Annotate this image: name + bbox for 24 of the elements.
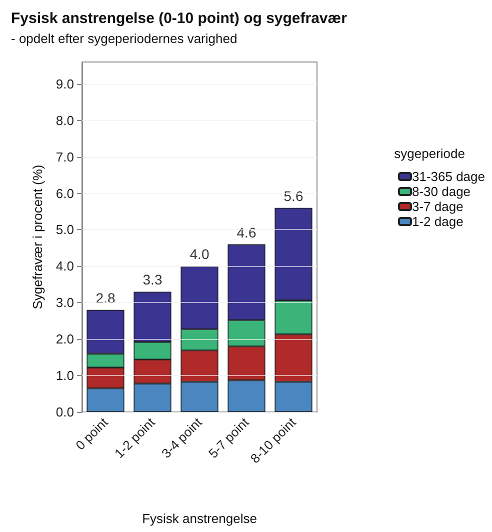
y-tick-label: 5.0 (56, 222, 74, 238)
y-tick-label: 7.0 (56, 149, 74, 164)
total-label: 3.3 (142, 272, 162, 288)
chart-subtitle: - opdelt efter sygeperiodernes varighed (11, 31, 238, 46)
legend-label: 3-7 dage (412, 199, 464, 214)
y-tick-label: 3.0 (56, 295, 74, 310)
y-tick-label: 9.0 (56, 76, 74, 92)
y-tick-label: 4.0 (56, 258, 74, 274)
x-axis-title: Fysisk anstrengelse (142, 511, 257, 526)
total-label: 2.8 (96, 290, 116, 306)
y-axis-title: Sygefravær i procent (%) (30, 164, 45, 310)
y-tick-label: 0.0 (56, 404, 74, 420)
legend-title: sygeperiode (394, 146, 465, 161)
chart-title: Fysisk anstrengelse (0-10 point) og sygefravær (11, 10, 348, 27)
total-label: 4.6 (236, 224, 256, 240)
legend-label: 8-30 dage (412, 184, 471, 199)
legend-label: 31-365 dage (412, 169, 486, 184)
y-tick-label: 2.0 (56, 332, 74, 347)
total-label: 4.0 (190, 246, 210, 262)
total-label: 5.6 (284, 188, 304, 204)
legend-label: 1-2 dage (412, 214, 464, 229)
y-tick-label: 6.0 (56, 186, 74, 201)
y-tick-label: 8.0 (56, 112, 74, 128)
y-tick-label: 1.0 (56, 368, 74, 384)
